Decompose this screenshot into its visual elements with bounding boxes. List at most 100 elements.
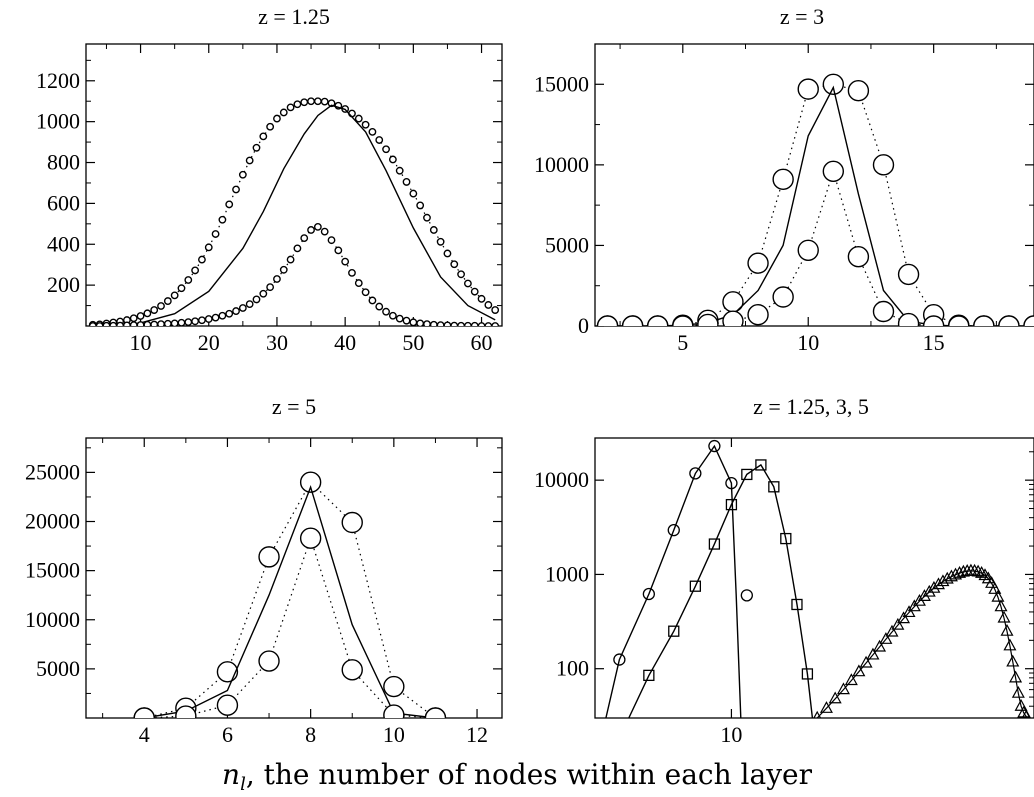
data-point bbox=[102, 321, 111, 326]
data-point bbox=[647, 315, 669, 326]
data-point bbox=[797, 239, 819, 261]
x-tick-label: 20 bbox=[198, 330, 220, 355]
data-point bbox=[922, 584, 936, 597]
data-point bbox=[836, 682, 850, 695]
y-tick-label: 5000 bbox=[36, 656, 80, 681]
data-point bbox=[123, 321, 131, 326]
data-point bbox=[722, 310, 744, 326]
series-line bbox=[144, 536, 436, 718]
y-tick-label: 15000 bbox=[25, 558, 80, 583]
data-point bbox=[395, 166, 404, 175]
data-point bbox=[204, 315, 213, 323]
plot-frame bbox=[85, 43, 503, 327]
y-tick-label: 200 bbox=[47, 272, 80, 297]
data-point bbox=[225, 309, 234, 318]
data-point bbox=[273, 114, 281, 123]
data-point bbox=[902, 605, 916, 618]
data-point bbox=[741, 468, 753, 481]
data-point bbox=[116, 321, 124, 326]
data-point bbox=[971, 564, 985, 577]
data-point bbox=[1011, 685, 1025, 698]
y-tick-label: 5000 bbox=[545, 232, 589, 257]
panel-title: z = 1.25, 3, 5 bbox=[753, 394, 869, 419]
data-point bbox=[163, 297, 172, 305]
data-point bbox=[286, 103, 295, 112]
data-point bbox=[150, 306, 159, 314]
data-point bbox=[313, 97, 322, 106]
x-tick-label: 8 bbox=[305, 722, 316, 747]
data-point bbox=[642, 587, 656, 601]
data-point bbox=[1003, 638, 1017, 651]
data-point bbox=[1021, 709, 1032, 718]
panel-z-5: z = 5 4 6 8 10 12 5000 10000 15000 20000 25000 bbox=[25, 394, 503, 747]
plot-area bbox=[605, 439, 1032, 718]
panel-z-combined-log: z = 1.25, 3, 5 10 100 1000 10000 bbox=[534, 394, 1034, 747]
data-point bbox=[994, 599, 1008, 612]
data-point bbox=[997, 610, 1011, 623]
panel-title: z = 3 bbox=[780, 4, 824, 29]
data-point bbox=[450, 321, 459, 326]
data-point bbox=[772, 286, 794, 308]
data-point bbox=[388, 311, 397, 320]
y-tick-label: 10000 bbox=[25, 607, 80, 632]
data-point bbox=[402, 178, 411, 186]
data-point bbox=[813, 710, 822, 718]
data-point bbox=[238, 170, 247, 179]
data-point bbox=[484, 301, 493, 309]
series-line bbox=[607, 169, 1034, 326]
panel-z-1-25: z = 1.25 10 20 30 40 50 60 200 400 600 800 1000 120… bbox=[36, 4, 503, 355]
data-point bbox=[464, 321, 472, 326]
data-point bbox=[88, 322, 97, 326]
data-point bbox=[375, 136, 384, 144]
data-point bbox=[1014, 698, 1028, 711]
data-point bbox=[184, 276, 193, 284]
data-point bbox=[198, 255, 206, 264]
data-point bbox=[177, 284, 186, 293]
data-point bbox=[689, 467, 702, 480]
data-point bbox=[436, 321, 445, 326]
x-tick-label: 10 bbox=[383, 722, 405, 747]
data-point bbox=[258, 650, 280, 672]
data-point bbox=[163, 319, 172, 326]
y-tick-label: 10000 bbox=[534, 152, 589, 177]
x-axis-label-subscript: l bbox=[240, 774, 246, 795]
data-point bbox=[822, 73, 845, 95]
x-tick-label: 15 bbox=[923, 330, 945, 355]
data-point bbox=[740, 589, 753, 602]
data-point bbox=[424, 707, 447, 718]
data-point bbox=[457, 321, 465, 326]
data-point bbox=[266, 122, 275, 131]
data-point bbox=[768, 481, 780, 493]
data-point bbox=[218, 311, 227, 320]
data-point bbox=[897, 312, 920, 326]
data-point bbox=[368, 296, 377, 305]
data-point bbox=[725, 498, 738, 511]
data-point bbox=[293, 244, 302, 253]
data-point bbox=[320, 227, 329, 236]
panel-title: z = 5 bbox=[272, 394, 316, 419]
series-line bbox=[92, 100, 496, 326]
data-point bbox=[423, 213, 431, 222]
data-point bbox=[383, 704, 405, 718]
data-point bbox=[668, 625, 680, 637]
data-point bbox=[307, 226, 315, 234]
data-point bbox=[596, 315, 619, 326]
y-tick-label: 1000 bbox=[36, 109, 80, 134]
data-point bbox=[286, 255, 295, 264]
data-point bbox=[436, 237, 445, 246]
data-point bbox=[879, 632, 893, 644]
data-point bbox=[952, 565, 967, 578]
data-point bbox=[973, 315, 995, 326]
series-line bbox=[607, 83, 1034, 326]
data-point bbox=[484, 322, 493, 326]
data-point bbox=[747, 252, 769, 274]
data-point bbox=[218, 215, 227, 224]
data-point bbox=[873, 639, 887, 652]
data-point bbox=[991, 589, 1005, 602]
data-point bbox=[388, 155, 397, 164]
data-point bbox=[797, 78, 819, 100]
data-point bbox=[320, 97, 329, 106]
data-point bbox=[136, 321, 145, 326]
data-point bbox=[866, 647, 880, 660]
data-point bbox=[175, 705, 197, 718]
